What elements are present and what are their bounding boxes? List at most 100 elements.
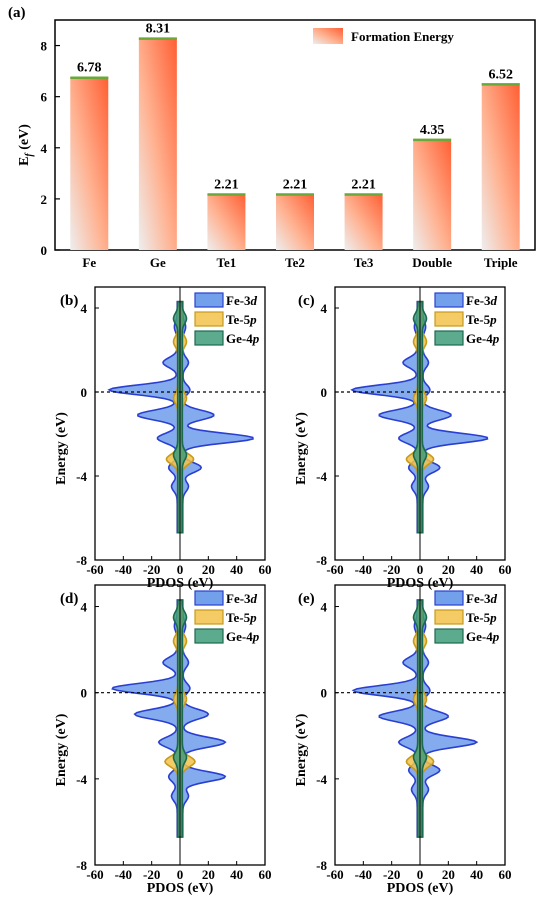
x-tick-label-a: Te2 [285,255,305,270]
legend-swatch-te-5p [194,609,224,625]
bar-double [413,138,452,250]
x-tick-label: 60 [499,867,512,882]
legend-swatch-formation-energy [313,28,343,44]
y-axis-label: Energy (eV) [294,412,309,485]
x-tick-label-a: Te1 [217,255,237,270]
bar-te1 [207,193,246,250]
x-tick-label: -60 [326,867,343,882]
legend-label-fe-3d: Fe-3d [466,293,498,308]
legend-label-formation-energy: Formation Energy [351,29,454,44]
bar-ge [138,37,177,251]
legend-swatch-fe-3d [434,590,464,606]
y-tick-label-a: 8 [41,39,48,54]
x-tick-label: -20 [143,867,160,882]
x-axis-label: PDOS (eV) [147,881,214,896]
x-tick-label: 0 [417,867,424,882]
x-tick-label: -60 [86,562,103,577]
bar-fe [70,76,109,250]
bar-triple [481,83,520,250]
x-tick-label: 20 [202,867,215,882]
x-tick-label-a: Fe [82,255,96,270]
x-tick-label: -40 [115,562,132,577]
bar-value-label: 2.21 [283,178,308,193]
x-tick-label: 60 [499,562,512,577]
legend-swatch-te-5p [434,311,464,327]
y-tick-label: -4 [76,772,87,787]
y-tick-label: -4 [76,469,87,484]
y-tick-label-a: 0 [41,243,48,258]
y-tick-label: 0 [81,385,88,400]
y-tick-label: 4 [321,600,328,615]
y-tick-label: 4 [321,301,328,316]
y-tick-label: 4 [81,600,88,615]
y-tick-label: 4 [81,301,88,316]
bar-value-label: 2.21 [351,178,376,193]
y-tick-label-a: 6 [41,90,48,105]
x-tick-label: 40 [470,562,483,577]
x-tick-label: 60 [259,562,272,577]
bar-value-label: 8.31 [146,22,171,37]
y-tick-label-a: 4 [41,141,48,156]
x-axis-label: PDOS (eV) [387,881,454,896]
legend-swatch-te-5p [434,609,464,625]
y-tick-label: -8 [76,858,87,873]
x-tick-label: 0 [417,562,424,577]
y-tick-label: -4 [316,469,327,484]
y-tick-label-a: 2 [41,192,48,207]
legend-swatch-fe-3d [194,590,224,606]
legend-label-te-5p: Te-5p [466,312,497,327]
x-tick-label-a: Triple [484,255,518,270]
x-tick-label: 40 [230,562,243,577]
x-axis-label: PDOS (eV) [387,576,454,591]
panel-label-a: (a) [8,5,26,21]
legend-swatch-fe-3d [434,292,464,308]
panel-label-e: (e) [298,591,315,607]
bar-value-label: 6.52 [488,67,513,82]
x-tick-label: -40 [355,562,372,577]
x-tick-label-a: Double [412,255,452,270]
legend-swatch-ge-4p [194,330,224,346]
x-tick-label: 0 [177,562,184,577]
x-axis-label: PDOS (eV) [147,576,214,591]
x-tick-label: -60 [86,867,103,882]
x-tick-label: 40 [470,867,483,882]
legend-label-ge-4p: Ge-4p [466,331,500,346]
x-tick-label-a: Ge [150,255,166,270]
x-tick-label: 20 [442,562,455,577]
y-axis-label: Energy (eV) [294,713,309,786]
y-tick-label: 0 [321,686,328,701]
x-tick-label: -60 [326,562,343,577]
y-tick-label: -4 [316,772,327,787]
x-tick-label-a: Te3 [354,255,374,270]
x-tick-label: 40 [230,867,243,882]
legend-swatch-ge-4p [434,628,464,644]
y-tick-label: -8 [76,553,87,568]
legend-swatch-te-5p [194,311,224,327]
y-axis-label-a: Ef (eV) [17,124,35,166]
x-tick-label: 20 [442,867,455,882]
y-tick-label: 0 [321,385,328,400]
x-tick-label: -20 [383,562,400,577]
bar-value-label: 6.78 [77,61,102,76]
x-tick-label: -40 [355,867,372,882]
y-axis-label: Energy (eV) [54,412,69,485]
panel-label-b: (b) [60,293,78,309]
legend-label-te-5p: Te-5p [226,312,257,327]
legend-swatch-ge-4p [434,330,464,346]
bar-value-label: 4.35 [420,123,445,138]
legend-swatch-ge-4p [194,628,224,644]
y-tick-label: -8 [316,553,327,568]
panel-label-d: (d) [60,591,78,607]
legend-label-ge-4p: Ge-4p [226,629,260,644]
legend-label-te-5p: Te-5p [466,610,497,625]
legend-label-fe-3d: Fe-3d [226,293,258,308]
legend-label-fe-3d: Fe-3d [466,591,498,606]
legend-label-fe-3d: Fe-3d [226,591,258,606]
legend-label-te-5p: Te-5p [226,610,257,625]
legend-label-ge-4p: Ge-4p [226,331,260,346]
